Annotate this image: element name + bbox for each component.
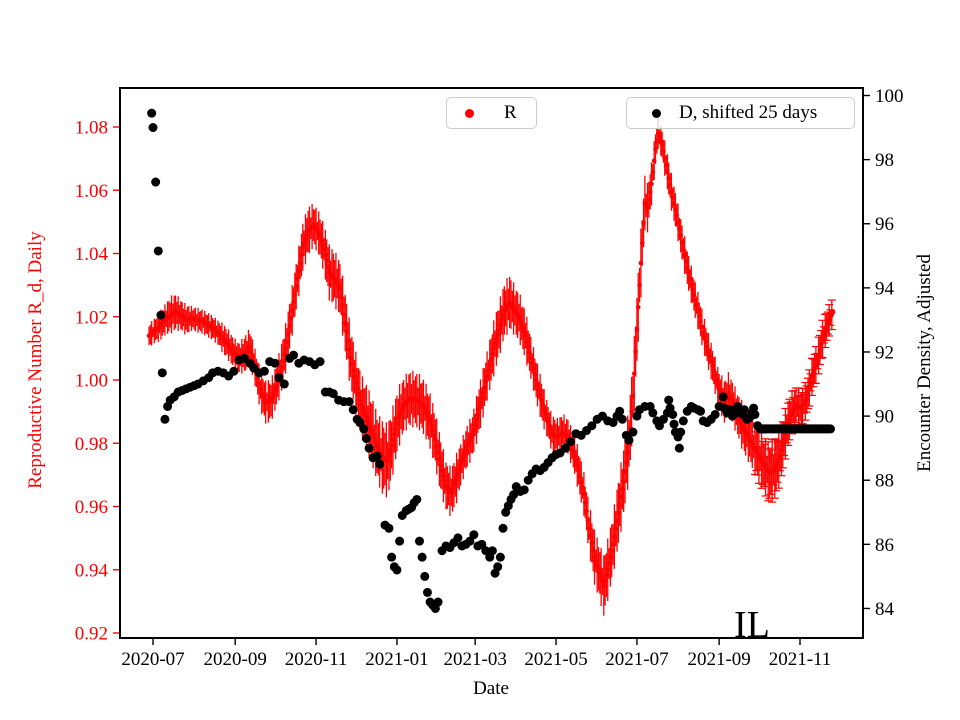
svg-text:2020-07: 2020-07: [121, 649, 184, 670]
svg-text:2021-05: 2021-05: [524, 649, 587, 670]
x-axis-title: Date: [473, 678, 509, 699]
svg-text:2021-07: 2021-07: [605, 649, 668, 670]
svg-text:98: 98: [875, 150, 894, 171]
svg-text:2021-01: 2021-01: [365, 649, 428, 670]
svg-text:1.04: 1.04: [75, 244, 109, 265]
svg-text:1.08: 1.08: [75, 118, 108, 139]
svg-text:2021-03: 2021-03: [444, 649, 507, 670]
legend-r: R: [446, 97, 537, 129]
legend-r-label: R: [504, 102, 517, 123]
svg-text:100: 100: [875, 86, 904, 107]
svg-text:90: 90: [875, 407, 894, 428]
svg-text:2021-09: 2021-09: [687, 649, 750, 670]
svg-text:86: 86: [875, 535, 894, 556]
red-dot-marker-icon: [465, 108, 474, 118]
right-axis-title: Encounter Density, Adjusted: [914, 254, 935, 472]
svg-text:0.96: 0.96: [75, 497, 108, 518]
svg-text:92: 92: [875, 342, 894, 363]
svg-text:0.94: 0.94: [75, 560, 109, 581]
left-axis-title: Reproductive Number R_d, Daily: [25, 231, 46, 489]
svg-text:0.92: 0.92: [75, 624, 108, 645]
svg-text:88: 88: [875, 471, 894, 492]
svg-text:2020-11: 2020-11: [285, 649, 348, 670]
svg-text:1.02: 1.02: [75, 307, 108, 328]
svg-text:2021-11: 2021-11: [769, 649, 832, 670]
legend-d-label: D, shifted 25 days: [679, 102, 818, 123]
svg-text:1.06: 1.06: [75, 181, 108, 202]
svg-text:1.00: 1.00: [75, 371, 108, 392]
black-dot-marker-icon: [652, 108, 661, 118]
state-label-il: IL: [734, 604, 770, 646]
legend-d-shifted: D, shifted 25 days: [626, 97, 855, 129]
svg-text:84: 84: [875, 599, 895, 620]
svg-text:2020-09: 2020-09: [204, 649, 267, 670]
svg-text:94: 94: [875, 278, 895, 299]
svg-text:0.98: 0.98: [75, 434, 108, 455]
svg-text:96: 96: [875, 214, 894, 235]
